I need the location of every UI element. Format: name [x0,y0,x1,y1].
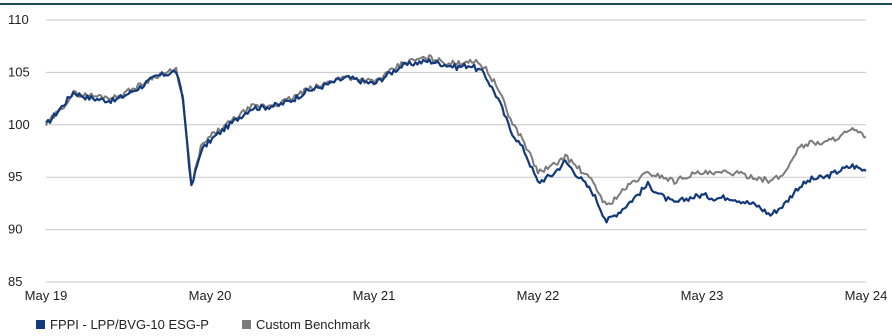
legend-swatch [242,320,251,329]
x-tick-label: May 19 [25,288,68,303]
x-tick-label: May 24 [845,288,888,303]
x-tick-label: May 20 [189,288,232,303]
series-line-1 [45,54,867,206]
series-line-0 [45,58,867,224]
y-tick-label: 100 [8,117,30,132]
series-lines [45,54,867,224]
gridlines [46,19,866,283]
legend-swatch [36,320,45,329]
x-tick-label: May 22 [517,288,560,303]
y-tick-label: 85 [8,274,22,289]
y-tick-label: 90 [8,222,22,237]
y-tick-label: 95 [8,169,22,184]
y-tick-label: 105 [8,64,30,79]
x-tick-label: May 21 [353,288,396,303]
y-tick-label: 110 [8,12,29,27]
legend-label: Custom Benchmark [256,317,371,332]
legend: FPPI - LPP/BVG-10 ESG-P Custom Benchmark [36,317,371,332]
x-tick-label: May 23 [681,288,724,303]
y-axis-tick-labels: 85 90 95 100 105 110 [8,12,30,289]
x-axis-tick-labels: May 19 May 20 May 21 May 22 May 23 May 24 [25,288,888,303]
legend-label: FPPI - LPP/BVG-10 ESG-P [50,317,209,332]
